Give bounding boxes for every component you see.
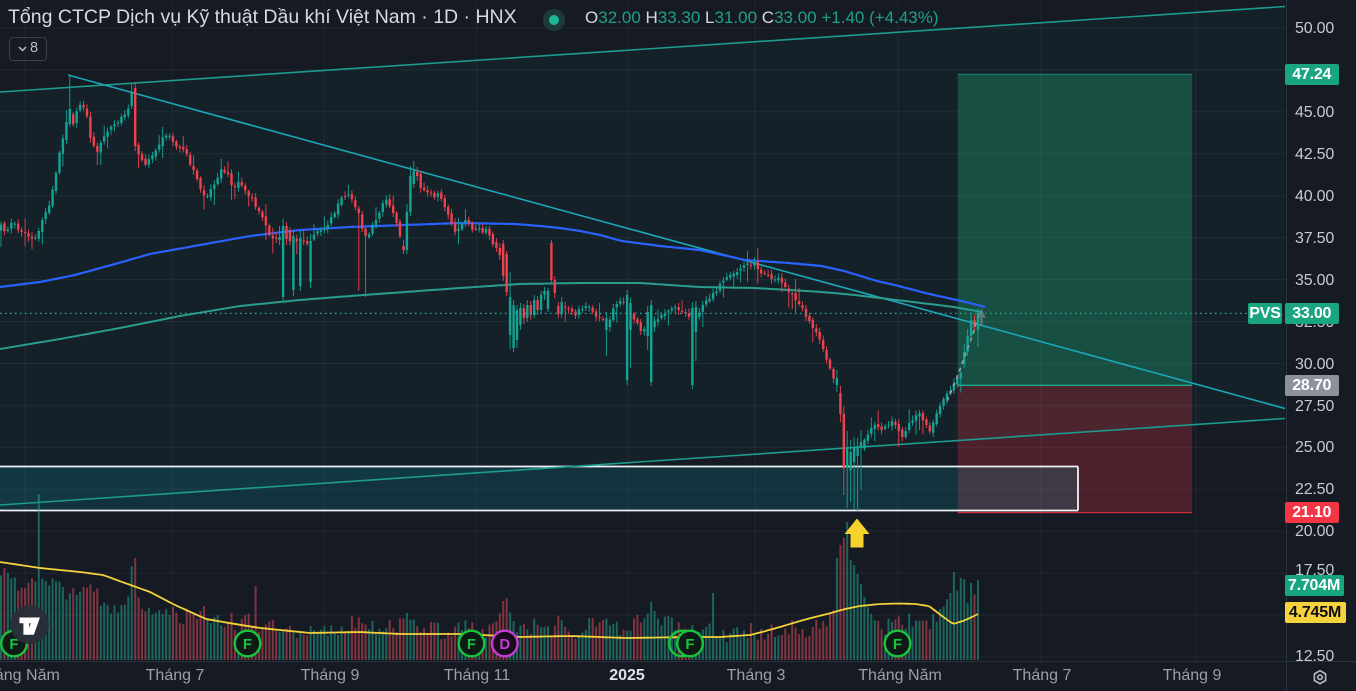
svg-text:D: D [499,636,510,653]
svg-text:F: F [9,636,18,653]
svg-text:F: F [467,636,476,653]
svg-text:F: F [243,636,252,653]
svg-text:F: F [893,636,902,653]
svg-text:F: F [685,636,694,653]
